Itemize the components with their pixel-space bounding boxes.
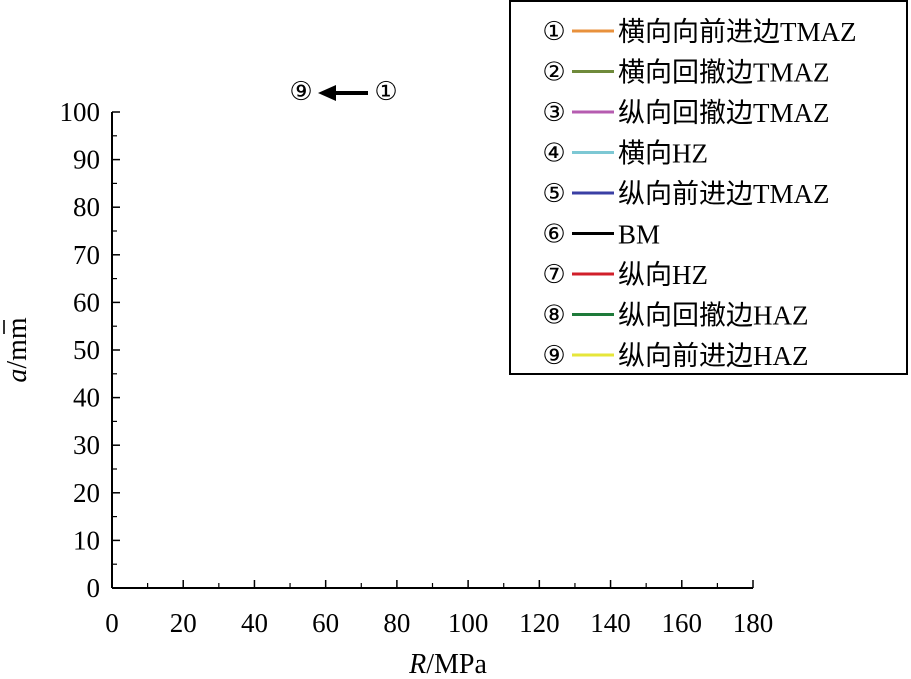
legend-label-1: 横向向前进边TMAZ — [618, 17, 857, 47]
x-axis-title: R/MPa — [408, 649, 487, 679]
annotation-from: ⑨ — [289, 77, 312, 107]
legend-label-2: 横向回撤边TMAZ — [618, 58, 830, 88]
legend-label-3: 纵向回撤边TMAZ — [618, 98, 830, 128]
ticks: 0 20 40 60 80 100 120 140 160 180 0 10 20 30 40 50 60 70 8… — [60, 97, 774, 638]
y-tick-label: 50 — [73, 335, 100, 365]
y-tick-label: 20 — [73, 478, 100, 508]
y-tick-label: 30 — [73, 430, 100, 460]
x-tick-label: 180 — [733, 608, 774, 638]
y-tick-label: 0 — [87, 573, 101, 603]
x-tick-label: 100 — [448, 608, 489, 638]
x-tick-label: 60 — [312, 608, 339, 638]
y-tick-label: 90 — [73, 145, 100, 175]
legend-label-7: 纵向HZ — [618, 260, 708, 290]
legend-marker-9: ⑨ — [542, 341, 565, 371]
axis-titles: R/MPa a/mm — [2, 317, 487, 679]
y-tick-label: 10 — [73, 525, 100, 555]
legend-marker-2: ② — [542, 58, 565, 88]
x-tick-label: 40 — [241, 608, 268, 638]
legend: ① 横向向前进边TMAZ ② 横向回撤边TMAZ ③ 纵向回撤边TMAZ ④ 横向HZ ⑤ 纵向前… — [509, 0, 908, 375]
y-tick-label: 60 — [73, 287, 100, 317]
legend-marker-3: ③ — [542, 98, 565, 128]
x-tick-label: 140 — [590, 608, 631, 638]
legend-marker-4: ④ — [542, 139, 565, 169]
annotation-to: ① — [374, 77, 397, 107]
y-tick-label: 70 — [73, 240, 100, 270]
x-tick-label: 80 — [383, 608, 410, 638]
legend-label-4: 横向HZ — [618, 139, 708, 169]
legend-marker-5: ⑤ — [542, 179, 565, 209]
y-tick-label: 80 — [73, 192, 100, 222]
y-tick-label: 40 — [73, 383, 100, 413]
legend-label-9: 纵向前进边HAZ — [618, 341, 809, 371]
x-tick-label: 20 — [170, 608, 197, 638]
x-tick-label: 120 — [519, 608, 560, 638]
x-tick-label: 160 — [662, 608, 703, 638]
x-tick-label: 0 — [105, 608, 119, 638]
legend-marker-1: ① — [542, 17, 565, 47]
legend-marker-6: ⑥ — [542, 220, 565, 250]
legend-label-8: 纵向回撤边HAZ — [618, 301, 809, 331]
y-axis-title: a/mm — [2, 317, 33, 383]
legend-label-6: BM — [618, 220, 660, 250]
legend-label-5: 纵向前进边TMAZ — [618, 179, 830, 209]
legend-marker-8: ⑧ — [542, 301, 565, 331]
y-tick-label: 100 — [60, 97, 101, 127]
legend-box — [509, 0, 908, 375]
legend-marker-7: ⑦ — [542, 260, 565, 290]
annotation-arrow-head — [318, 85, 336, 101]
